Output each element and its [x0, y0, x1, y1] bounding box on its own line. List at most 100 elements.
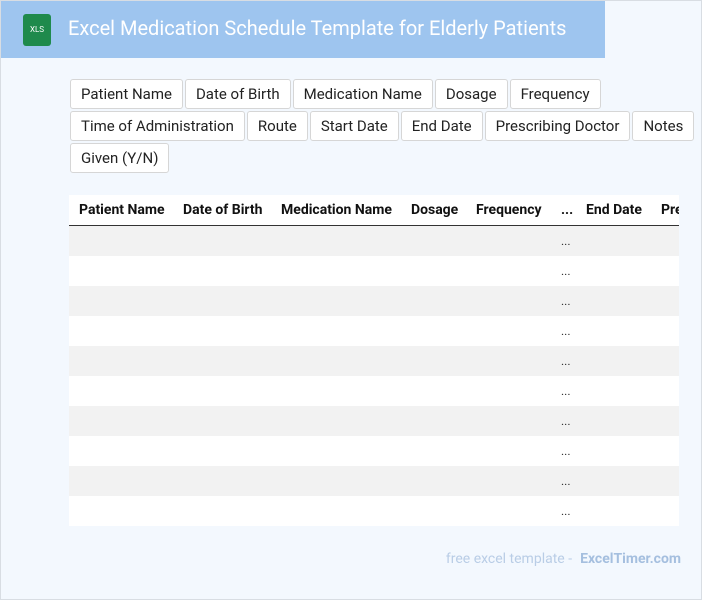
- table-cell: [651, 436, 679, 466]
- tag[interactable]: Notes: [632, 111, 695, 141]
- table-cell: [173, 436, 271, 466]
- table-cell: [576, 286, 651, 316]
- title: Excel Medication Schedule Template for E…: [68, 16, 567, 40]
- table-cell: ...: [551, 496, 576, 526]
- table-cell: [651, 316, 679, 346]
- table-row: ...: [69, 466, 679, 496]
- footer-brand[interactable]: ExcelTimer.com: [580, 551, 681, 567]
- table-cell: [401, 496, 466, 526]
- table-cell: [466, 376, 551, 406]
- column-header: Frequency: [466, 195, 551, 226]
- tag-list: Patient Name Date of Birth Medication Name…: [70, 79, 700, 173]
- header-row: Patient Name Date of Birth Medication Name…: [69, 195, 679, 226]
- table-cell: [651, 496, 679, 526]
- table-cell: [576, 256, 651, 286]
- table-row: ...: [69, 406, 679, 436]
- table-cell: [651, 225, 679, 256]
- table-cell: [401, 376, 466, 406]
- table-row: ...: [69, 225, 679, 256]
- table-cell: [271, 256, 401, 286]
- table-cell: [466, 286, 551, 316]
- table-cell: [271, 436, 401, 466]
- column-header: End Date: [576, 195, 651, 226]
- table-cell: [173, 466, 271, 496]
- table-cell: [69, 346, 173, 376]
- footer-text: free excel template -: [445, 551, 573, 567]
- table-cell: [271, 316, 401, 346]
- table-cell: [69, 436, 173, 466]
- table-cell: [173, 286, 271, 316]
- table-cell: [466, 466, 551, 496]
- table-cell: ...: [551, 406, 576, 436]
- table-cell: [69, 316, 173, 346]
- table-cell: [466, 346, 551, 376]
- table-cell: [69, 466, 173, 496]
- table-cell: [401, 466, 466, 496]
- table-cell: [466, 436, 551, 466]
- table-cell: [651, 256, 679, 286]
- tag[interactable]: Start Date: [309, 111, 399, 141]
- table-cell: [173, 406, 271, 436]
- table-cell: [651, 346, 679, 376]
- column-header: Prescribing Doctor: [651, 195, 679, 226]
- table-cell: [173, 316, 271, 346]
- table-row: ...: [69, 316, 679, 346]
- tag[interactable]: Date of Birth: [184, 79, 291, 109]
- table-row: ...: [69, 256, 679, 286]
- table-cell: ...: [551, 256, 576, 286]
- table-cell: ...: [551, 316, 576, 346]
- table-row: ...: [69, 376, 679, 406]
- table-cell: [271, 376, 401, 406]
- table-row: ...: [69, 496, 679, 526]
- tag[interactable]: Medication Name: [292, 79, 433, 109]
- table-cell: [401, 256, 466, 286]
- table-cell: [173, 376, 271, 406]
- table-cell: [401, 436, 466, 466]
- table-cell: [401, 225, 466, 256]
- table-cell: [576, 346, 651, 376]
- header: XLS Excel Medication Schedule Template f…: [1, 1, 605, 58]
- table-cell: [576, 496, 651, 526]
- table-cell: [576, 225, 651, 256]
- table-cell: [466, 256, 551, 286]
- table-cell: [401, 316, 466, 346]
- table-cell: [651, 406, 679, 436]
- table-row: ...: [69, 346, 679, 376]
- table-cell: [576, 436, 651, 466]
- tag[interactable]: Time of Administration: [70, 111, 245, 141]
- table-cell: [69, 256, 173, 286]
- table-cell: [401, 286, 466, 316]
- table-cell: [69, 376, 173, 406]
- table-row: ...: [69, 436, 679, 466]
- table-cell: [401, 346, 466, 376]
- table-cell: [576, 466, 651, 496]
- table-cell: ...: [551, 466, 576, 496]
- table-cell: [271, 225, 401, 256]
- table-cell: [651, 466, 679, 496]
- table-cell: [466, 496, 551, 526]
- table-cell: [69, 496, 173, 526]
- table-container: Patient Name Date of Birth Medication Name…: [69, 195, 679, 526]
- tag[interactable]: Dosage: [434, 79, 508, 109]
- tag[interactable]: Patient Name: [70, 79, 183, 109]
- tag[interactable]: Frequency: [509, 79, 601, 109]
- column-header: ...: [551, 195, 576, 226]
- footer: free excel template - ExcelTimer.com: [446, 551, 681, 567]
- table-cell: ...: [551, 346, 576, 376]
- tag[interactable]: Prescribing Doctor: [484, 111, 631, 141]
- column-header: Medication Name: [271, 195, 401, 226]
- tag[interactable]: Route: [246, 111, 308, 141]
- table-cell: [173, 225, 271, 256]
- table-cell: [466, 225, 551, 256]
- tag[interactable]: End Date: [400, 111, 483, 141]
- table-cell: [69, 225, 173, 256]
- table-cell: ...: [551, 225, 576, 256]
- table-cell: ...: [551, 286, 576, 316]
- table-cell: [271, 406, 401, 436]
- table-cell: [271, 466, 401, 496]
- tag[interactable]: Given (Y/N): [70, 143, 170, 173]
- table-cell: [69, 286, 173, 316]
- table-cell: [466, 316, 551, 346]
- table-cell: [271, 286, 401, 316]
